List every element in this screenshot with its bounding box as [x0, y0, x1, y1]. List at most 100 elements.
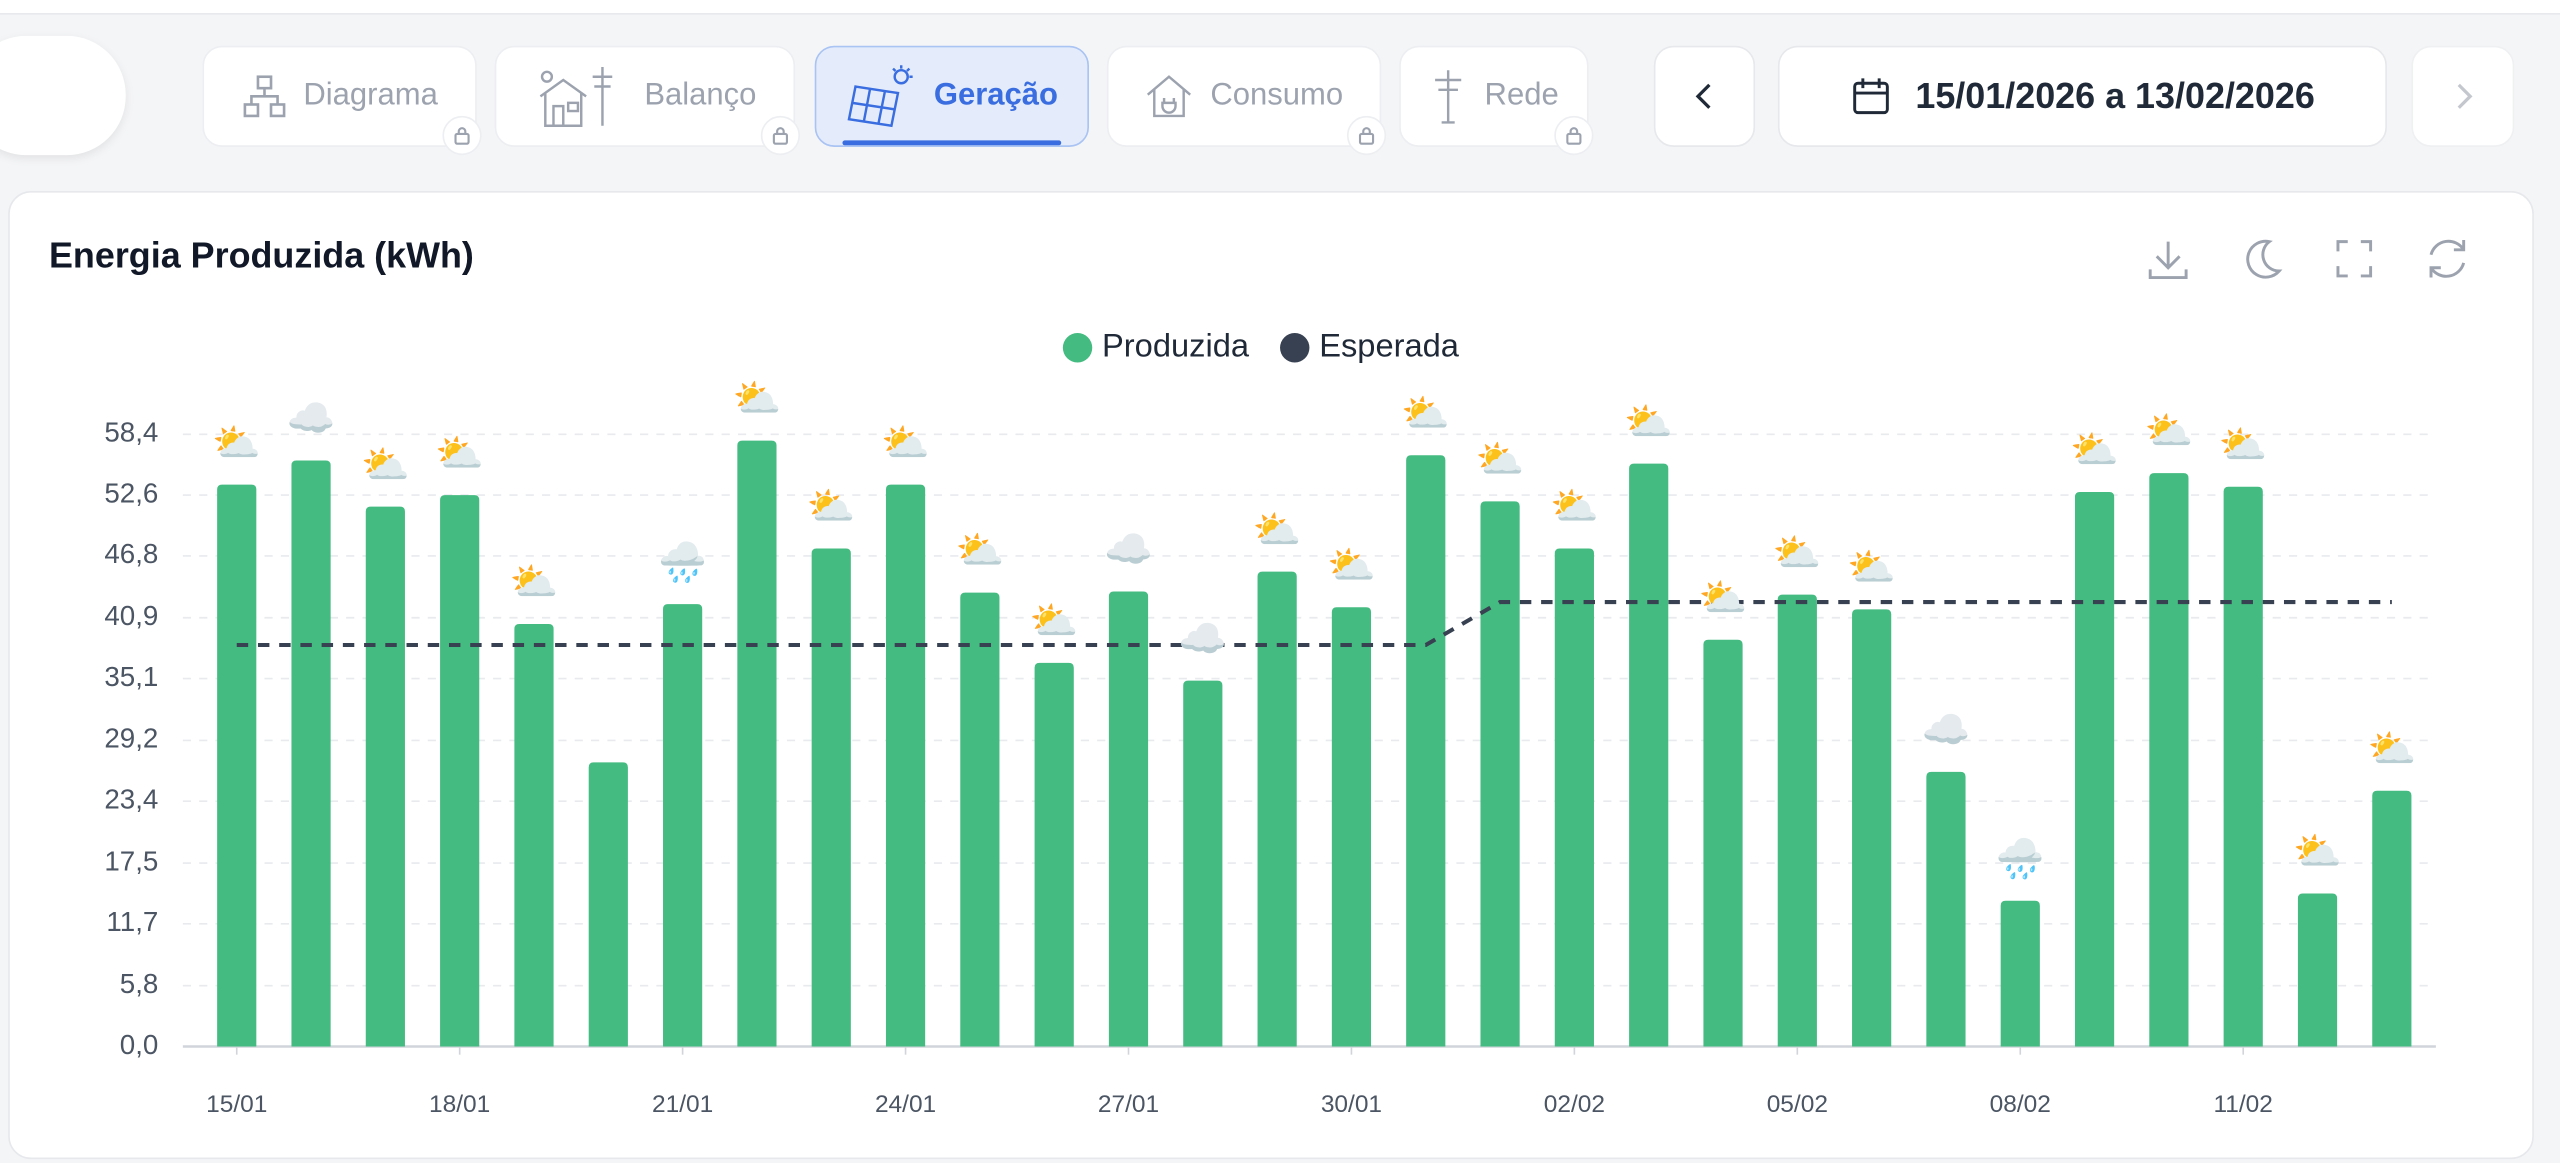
legend: Produzida Esperada	[1062, 326, 1460, 363]
weather-icon: ⛅	[1327, 544, 1376, 587]
bar	[588, 762, 628, 1047]
weather-icon: ⛅	[2070, 429, 2119, 472]
x-tick-label: 08/02	[1990, 1091, 2051, 1118]
weather-icon: ⛅	[1476, 439, 1525, 482]
tab[interactable]: Rede	[1399, 45, 1594, 156]
bar	[1183, 680, 1223, 1047]
bar	[960, 592, 1000, 1047]
calendar-icon	[1853, 78, 1890, 115]
weather-icon: ⛅	[1847, 547, 1896, 590]
legend-swatch	[1062, 333, 1093, 363]
weather-icon: ⛅	[2367, 728, 2416, 771]
prev-button[interactable]	[1653, 45, 1756, 147]
weather-icon: ⛅	[1030, 600, 1079, 643]
tab-active[interactable]: Geração	[814, 45, 1089, 147]
bar	[291, 460, 331, 1047]
weather-icon: ⛅	[1401, 392, 1450, 435]
menu-pill[interactable]	[0, 35, 126, 156]
bar	[2297, 893, 2338, 1047]
weather-icon: 🌧️	[1996, 835, 2045, 882]
y-tick-label: 0,0	[120, 1029, 159, 1060]
x-tick-label: 30/01	[1321, 1091, 1382, 1118]
tab-icon	[243, 75, 286, 118]
weather-icon: ⛅	[807, 486, 856, 529]
x-tick-label: 15/01	[206, 1091, 267, 1118]
bar	[217, 484, 257, 1047]
weather-icon: ⛅	[1624, 401, 1673, 444]
weather-icon: ☁️	[1104, 529, 1153, 572]
y-tick-label: 17,5	[104, 845, 158, 876]
y-tick-label: 5,8	[120, 968, 159, 999]
next-button[interactable]	[2411, 45, 2515, 147]
bar	[1554, 548, 1594, 1047]
bar	[2074, 491, 2115, 1047]
bar	[1777, 594, 1817, 1047]
weather-icon: ⛅	[435, 432, 484, 475]
x-tick-label: 21/01	[652, 1091, 713, 1118]
tab-icon	[847, 65, 913, 128]
date-picker[interactable]: 15/01/2026 a 13/02/2026	[1777, 45, 2387, 147]
bar	[1406, 455, 1446, 1047]
bar	[1926, 771, 1966, 1047]
bar	[1703, 639, 1743, 1047]
top-bar	[0, 0, 2560, 15]
weather-icon: ⛅	[2219, 424, 2268, 467]
lock-icon	[1554, 115, 1594, 156]
weather-icon: ⛅	[2145, 410, 2194, 453]
weather-icon: ⛅	[361, 444, 410, 487]
tab-label: Balanço	[644, 78, 757, 113]
tab-label: Geração	[933, 78, 1058, 113]
bar	[811, 548, 851, 1047]
download-button[interactable]	[2148, 241, 2188, 280]
lock-icon	[1346, 115, 1387, 156]
bar	[440, 495, 480, 1047]
weather-icon: ⛅	[1253, 509, 1302, 552]
x-tick-label: 18/01	[429, 1091, 490, 1118]
bar	[514, 624, 554, 1047]
tab-icon	[1147, 75, 1192, 118]
date-range: 15/01/2026 a 13/02/2026	[1915, 75, 2315, 116]
tab-label: Diagrama	[303, 78, 438, 113]
bar	[1629, 463, 1669, 1047]
tab[interactable]: Diagrama	[202, 45, 482, 156]
refresh-button[interactable]	[2429, 239, 2466, 278]
bar	[1331, 607, 1372, 1047]
theme-button[interactable]	[2246, 239, 2283, 279]
tab[interactable]: Consumo	[1106, 45, 1387, 156]
weather-icon: ⛅	[1699, 577, 1748, 620]
weather-icon: ☁️	[1178, 618, 1227, 661]
tab[interactable]: Balanço	[494, 45, 800, 156]
bar	[365, 506, 405, 1047]
x-tick-label: 05/02	[1767, 1091, 1828, 1118]
weather-icon: ⛅	[955, 530, 1004, 573]
fullscreen-button[interactable]	[2336, 240, 2373, 278]
weather-icon: ⛅	[510, 561, 559, 604]
bar	[2000, 900, 2040, 1047]
weather-icon: 🌧️	[658, 538, 707, 585]
legend-swatch	[1280, 333, 1310, 363]
bar	[885, 484, 926, 1047]
y-tick-label: 40,9	[104, 600, 158, 631]
weather-icon: ⛅	[1773, 532, 1822, 575]
tab-icon	[1435, 70, 1462, 124]
y-tick-label: 11,7	[106, 906, 158, 937]
x-tick-label: 02/02	[1544, 1091, 1605, 1118]
y-tick-label: 46,8	[104, 538, 158, 569]
weather-icon: ☁️	[1922, 709, 1971, 752]
weather-icon: ⛅	[2293, 831, 2342, 874]
y-tick-label: 58,4	[104, 417, 158, 448]
bar	[663, 604, 703, 1047]
y-tick-label: 29,2	[104, 723, 158, 754]
y-tick-label: 23,4	[104, 784, 158, 815]
bar	[737, 440, 777, 1047]
expected-line	[236, 599, 2392, 648]
weather-icon: ⛅	[733, 378, 782, 421]
x-tick-label: 11/02	[2213, 1091, 2272, 1118]
x-tick-label: 24/01	[875, 1091, 936, 1118]
bar	[1480, 501, 1520, 1047]
tab-label: Consumo	[1210, 78, 1344, 113]
weather-icon: ⛅	[881, 422, 930, 465]
